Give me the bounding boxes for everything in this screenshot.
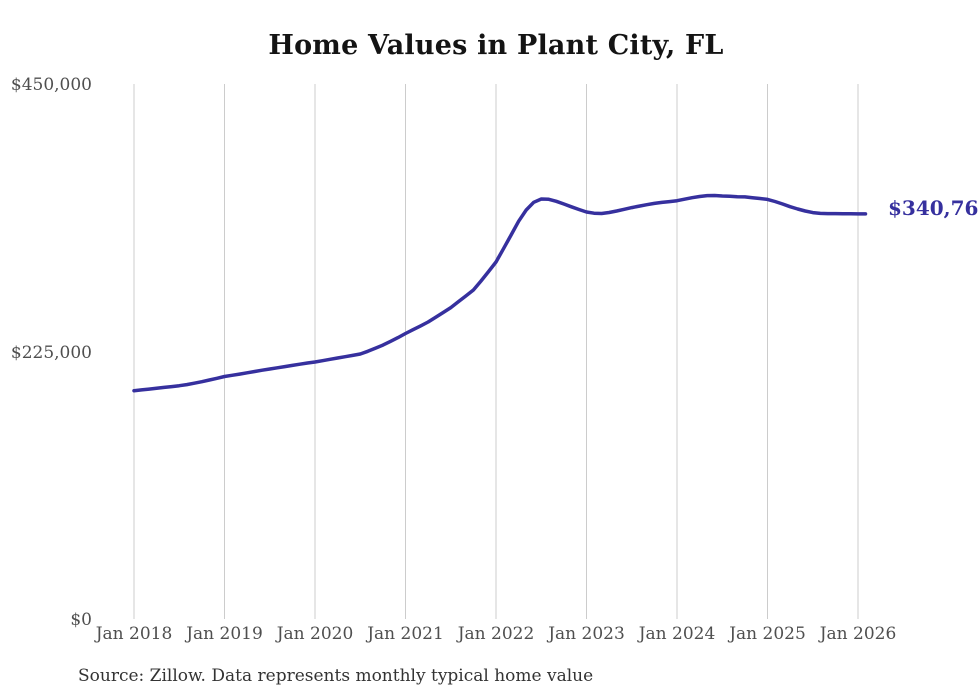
y-tick-label: $0 (70, 610, 92, 630)
home-value-line-series (132, 193, 868, 393)
source-note: Source: Zillow. Data represents monthly … (78, 666, 594, 686)
y-tick-label: $450,000 (10, 75, 92, 95)
x-tick-label: Jan 2024 (638, 624, 716, 644)
last-value-label: $340,765 (888, 195, 980, 220)
x-tick-label: Jan 2023 (548, 624, 625, 644)
y-tick-label: $225,000 (10, 342, 92, 363)
x-tick-label: Jan 2020 (276, 624, 354, 644)
x-tick-label: Jan 2018 (95, 624, 173, 644)
x-tick-label: Jan 2026 (819, 624, 897, 644)
x-tick-label: Jan 2022 (457, 624, 535, 644)
x-tick-label: Jan 2021 (367, 624, 444, 644)
x-tick-label: Jan 2025 (729, 624, 806, 644)
gridline-group (133, 84, 859, 619)
x-tick-label: Jan 2019 (186, 624, 263, 644)
chart-title: Home Values in Plant City, FL (268, 30, 724, 61)
